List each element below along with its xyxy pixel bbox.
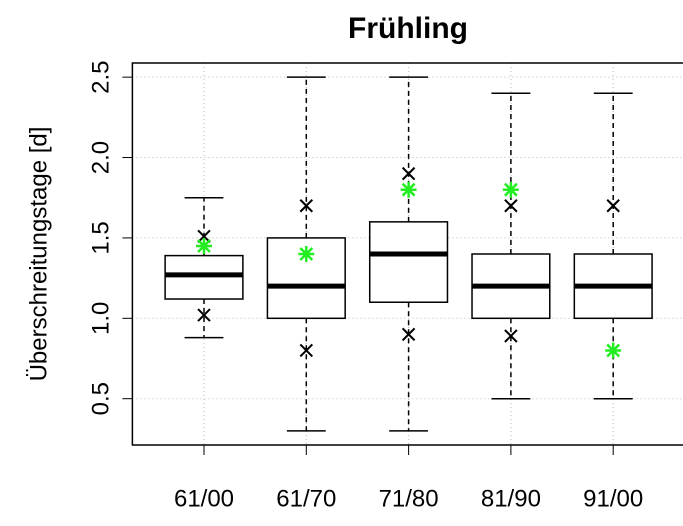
- x-marker: [197, 308, 211, 322]
- y-axis-label: Überschreitungstage [d]: [25, 127, 52, 382]
- chart-title: Frühling: [348, 12, 468, 45]
- star-marker: [400, 181, 417, 198]
- box: [368, 221, 449, 303]
- plot-frame: [131, 62, 683, 446]
- x-tick-label: 61/00: [174, 485, 234, 512]
- y-tick-label: 1.5: [88, 221, 115, 254]
- x-marker: [299, 199, 314, 213]
- x-tick-label: 81/90: [481, 485, 541, 512]
- x-tick-label: 91/00: [583, 485, 643, 512]
- x-marker: [606, 199, 620, 213]
- star-marker: [298, 246, 315, 262]
- box: [266, 237, 346, 320]
- y-tick-label: 0.5: [88, 382, 115, 415]
- star-marker: [502, 181, 519, 198]
- x-tick-label: 71/80: [379, 485, 439, 512]
- x-marker: [504, 329, 518, 343]
- y-tick-label: 2.0: [88, 141, 115, 174]
- star-marker: [196, 237, 212, 254]
- y-tick-label: 2.5: [88, 60, 115, 93]
- x-marker: [299, 343, 314, 358]
- x-marker: [504, 199, 518, 213]
- x-marker: [401, 166, 416, 181]
- x-tick-label: 61/70: [276, 485, 336, 512]
- y-tick-label: 1.0: [88, 302, 115, 335]
- star-marker: [605, 342, 622, 359]
- x-marker: [401, 327, 416, 342]
